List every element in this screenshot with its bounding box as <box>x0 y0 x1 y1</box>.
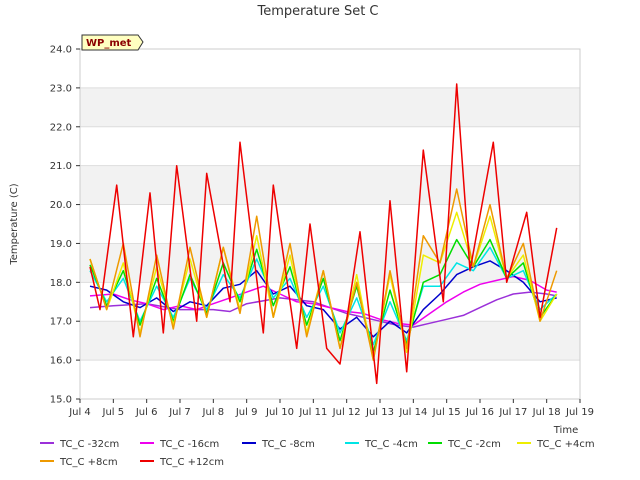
y-tick-label: 15.0 <box>50 395 72 406</box>
x-tick-label: Jul 19 <box>565 407 594 418</box>
x-tick-label: Jul 4 <box>68 407 91 418</box>
x-tick-label: Jul 17 <box>498 407 527 418</box>
y-tick-label: 16.0 <box>50 356 72 367</box>
legend-item: TC_C +4cm <box>517 439 595 450</box>
y-tick-label: 23.0 <box>50 83 72 94</box>
x-tick-label: Jul 10 <box>265 407 294 418</box>
legend-label: TC_C -4cm <box>364 439 418 450</box>
y-tick-label: 20.0 <box>50 200 72 211</box>
legend-item: TC_C +8cm <box>40 457 118 468</box>
legend-item: TC_C -4cm <box>345 439 418 450</box>
x-tick-label: Jul 14 <box>398 407 427 418</box>
y-tick-label: 24.0 <box>50 45 72 56</box>
legend-item: TC_C -16cm <box>140 439 219 450</box>
series-layer <box>89 83 558 385</box>
plot-band <box>80 360 580 399</box>
x-axis-ticks: Jul 4 Jul 5 Jul 6 Jul 7 Jul 8 Jul 9 Jul 10 Jul … <box>68 399 594 418</box>
x-tick-label: Jul 18 <box>532 407 561 418</box>
y-tick-label: 22.0 <box>50 122 72 133</box>
plot-band <box>80 49 580 88</box>
plot-band <box>80 321 580 361</box>
x-tick-label: Jul 5 <box>102 407 125 418</box>
plot-band <box>80 87 580 127</box>
legend-label: TC_C -16cm <box>159 439 219 450</box>
chart-title: Temperature Set C <box>256 4 378 19</box>
x-tick-label: Jul 13 <box>365 407 394 418</box>
series-line <box>89 188 558 361</box>
plot-area-frame <box>79 48 581 400</box>
legend-label: TC_C +4cm <box>536 439 595 450</box>
legend-label: TC_C -2cm <box>447 439 501 450</box>
legend: TC_C -32cm TC_C -16cm TC_C -8cm TC_C -4cm TC… <box>40 439 595 468</box>
x-tick-label: Jul 16 <box>465 407 494 418</box>
x-axis-label: Time <box>553 425 578 436</box>
legend-label: TC_C -8cm <box>261 439 315 450</box>
plot-band <box>80 126 580 166</box>
x-tick-label: Jul 8 <box>202 407 225 418</box>
station-badge-label: WP_met <box>86 38 132 49</box>
y-tick-label: 17.0 <box>50 317 72 328</box>
legend-item: TC_C +12cm <box>140 457 224 468</box>
y-axis-label: Temperature (C) <box>9 183 20 265</box>
plot-background-bands <box>80 49 580 399</box>
legend-label: TC_C -32cm <box>59 439 119 450</box>
legend-label: TC_C +12cm <box>159 457 224 468</box>
series-line <box>89 83 558 385</box>
legend-item: TC_C -2cm <box>428 439 501 450</box>
x-tick-label: Jul 9 <box>235 407 258 418</box>
y-tick-label: 21.0 <box>50 161 72 172</box>
x-tick-label: Jul 6 <box>135 407 158 418</box>
y-axis-ticks: 15.0 16.0 17.0 18.0 19.0 20.0 21.0 22.0 23.0 24.0 <box>50 45 80 406</box>
station-badge: WP_met <box>81 34 144 51</box>
y-tick-label: 19.0 <box>50 239 72 250</box>
legend-label: TC_C +8cm <box>59 457 118 468</box>
series-line <box>89 275 557 326</box>
plot-band <box>80 165 580 205</box>
y-tick-label: 18.0 <box>50 278 72 289</box>
x-tick-label: Jul 11 <box>298 407 327 418</box>
x-tick-label: Jul 12 <box>332 407 361 418</box>
x-tick-label: Jul 7 <box>168 407 191 418</box>
plot-band <box>80 243 580 283</box>
x-tick-label: Jul 15 <box>432 407 461 418</box>
legend-item: TC_C -8cm <box>242 439 315 450</box>
legend-item: TC_C -32cm <box>40 439 119 450</box>
